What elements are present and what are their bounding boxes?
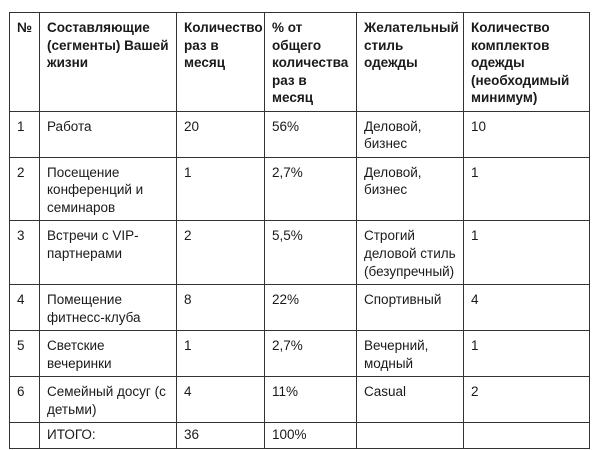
cell-times: 8 (176, 284, 265, 332)
cell-segment: Встречи с VIP-партнерами (39, 220, 177, 286)
total-label: ИТОГО: (39, 422, 177, 449)
total-times: 36 (176, 422, 265, 449)
header-segment: Составляющие (сегменты) Вашей жизни (39, 12, 177, 112)
cell-style: Casual (356, 376, 464, 424)
cell-percent: 56% (264, 110, 357, 158)
header-row: № Составляющие (сегменты) Вашей жизни Ко… (9, 12, 590, 112)
cell-sets: 1 (463, 330, 590, 378)
table-row: 3 Встречи с VIP-партнерами 2 5,5% Строги… (9, 220, 590, 286)
cell-style: Вечерний, модный (356, 330, 464, 378)
life-segments-table: № Составляющие (сегменты) Вашей жизни Ко… (9, 12, 590, 449)
cell-times: 1 (176, 330, 265, 378)
cell-sets: 4 (463, 284, 590, 332)
cell-style: Спортивный (356, 284, 464, 332)
cell-style: Строгий деловой стиль (безупречный) (356, 220, 464, 286)
cell-style: Деловой, бизнес (356, 110, 464, 158)
total-style-empty (356, 422, 464, 449)
cell-percent: 22% (264, 284, 357, 332)
cell-segment: Посещение конференций и семинаров (39, 156, 177, 222)
cell-segment: Помещение фитнесс-клуба (39, 284, 177, 332)
cell-times: 1 (176, 156, 265, 222)
table-row: 5 Светские вечеринки 1 2,7% Вечерний, мо… (9, 330, 590, 378)
cell-percent: 2,7% (264, 156, 357, 222)
header-num: № (9, 12, 40, 112)
cell-times: 4 (176, 376, 265, 424)
cell-times: 2 (176, 220, 265, 286)
cell-num: 5 (9, 330, 40, 378)
cell-style: Деловой, бизнес (356, 156, 464, 222)
cell-num: 1 (9, 110, 40, 158)
total-percent: 100% (264, 422, 357, 449)
table-row: 1 Работа 20 56% Деловой, бизнес 10 (9, 110, 590, 158)
cell-num: 4 (9, 284, 40, 332)
cell-segment: Семейный досуг (с детьми) (39, 376, 177, 424)
total-num-empty (9, 422, 40, 449)
cell-percent: 11% (264, 376, 357, 424)
header-sets: Количество комплектов одежды (необходимы… (463, 12, 590, 112)
table-row: 4 Помещение фитнесс-клуба 8 22% Спортивн… (9, 284, 590, 332)
cell-times: 20 (176, 110, 265, 158)
table-row: 2 Посещение конференций и семинаров 1 2,… (9, 156, 590, 222)
cell-num: 2 (9, 156, 40, 222)
cell-sets: 1 (463, 220, 590, 286)
total-sets-empty (463, 422, 590, 449)
table-row: 6 Семейный досуг (с детьми) 4 11% Casual… (9, 376, 590, 424)
cell-percent: 2,7% (264, 330, 357, 378)
cell-sets: 1 (463, 156, 590, 222)
cell-sets: 10 (463, 110, 590, 158)
header-style: Желательный стиль одежды (356, 12, 464, 112)
cell-segment: Работа (39, 110, 177, 158)
cell-sets: 2 (463, 376, 590, 424)
header-percent: % от общего количества раз в месяц (264, 12, 357, 112)
total-row: ИТОГО: 36 100% (9, 422, 590, 449)
cell-num: 6 (9, 376, 40, 424)
header-times: Количество раз в месяц (176, 12, 265, 112)
cell-num: 3 (9, 220, 40, 286)
cell-percent: 5,5% (264, 220, 357, 286)
cell-segment: Светские вечеринки (39, 330, 177, 378)
